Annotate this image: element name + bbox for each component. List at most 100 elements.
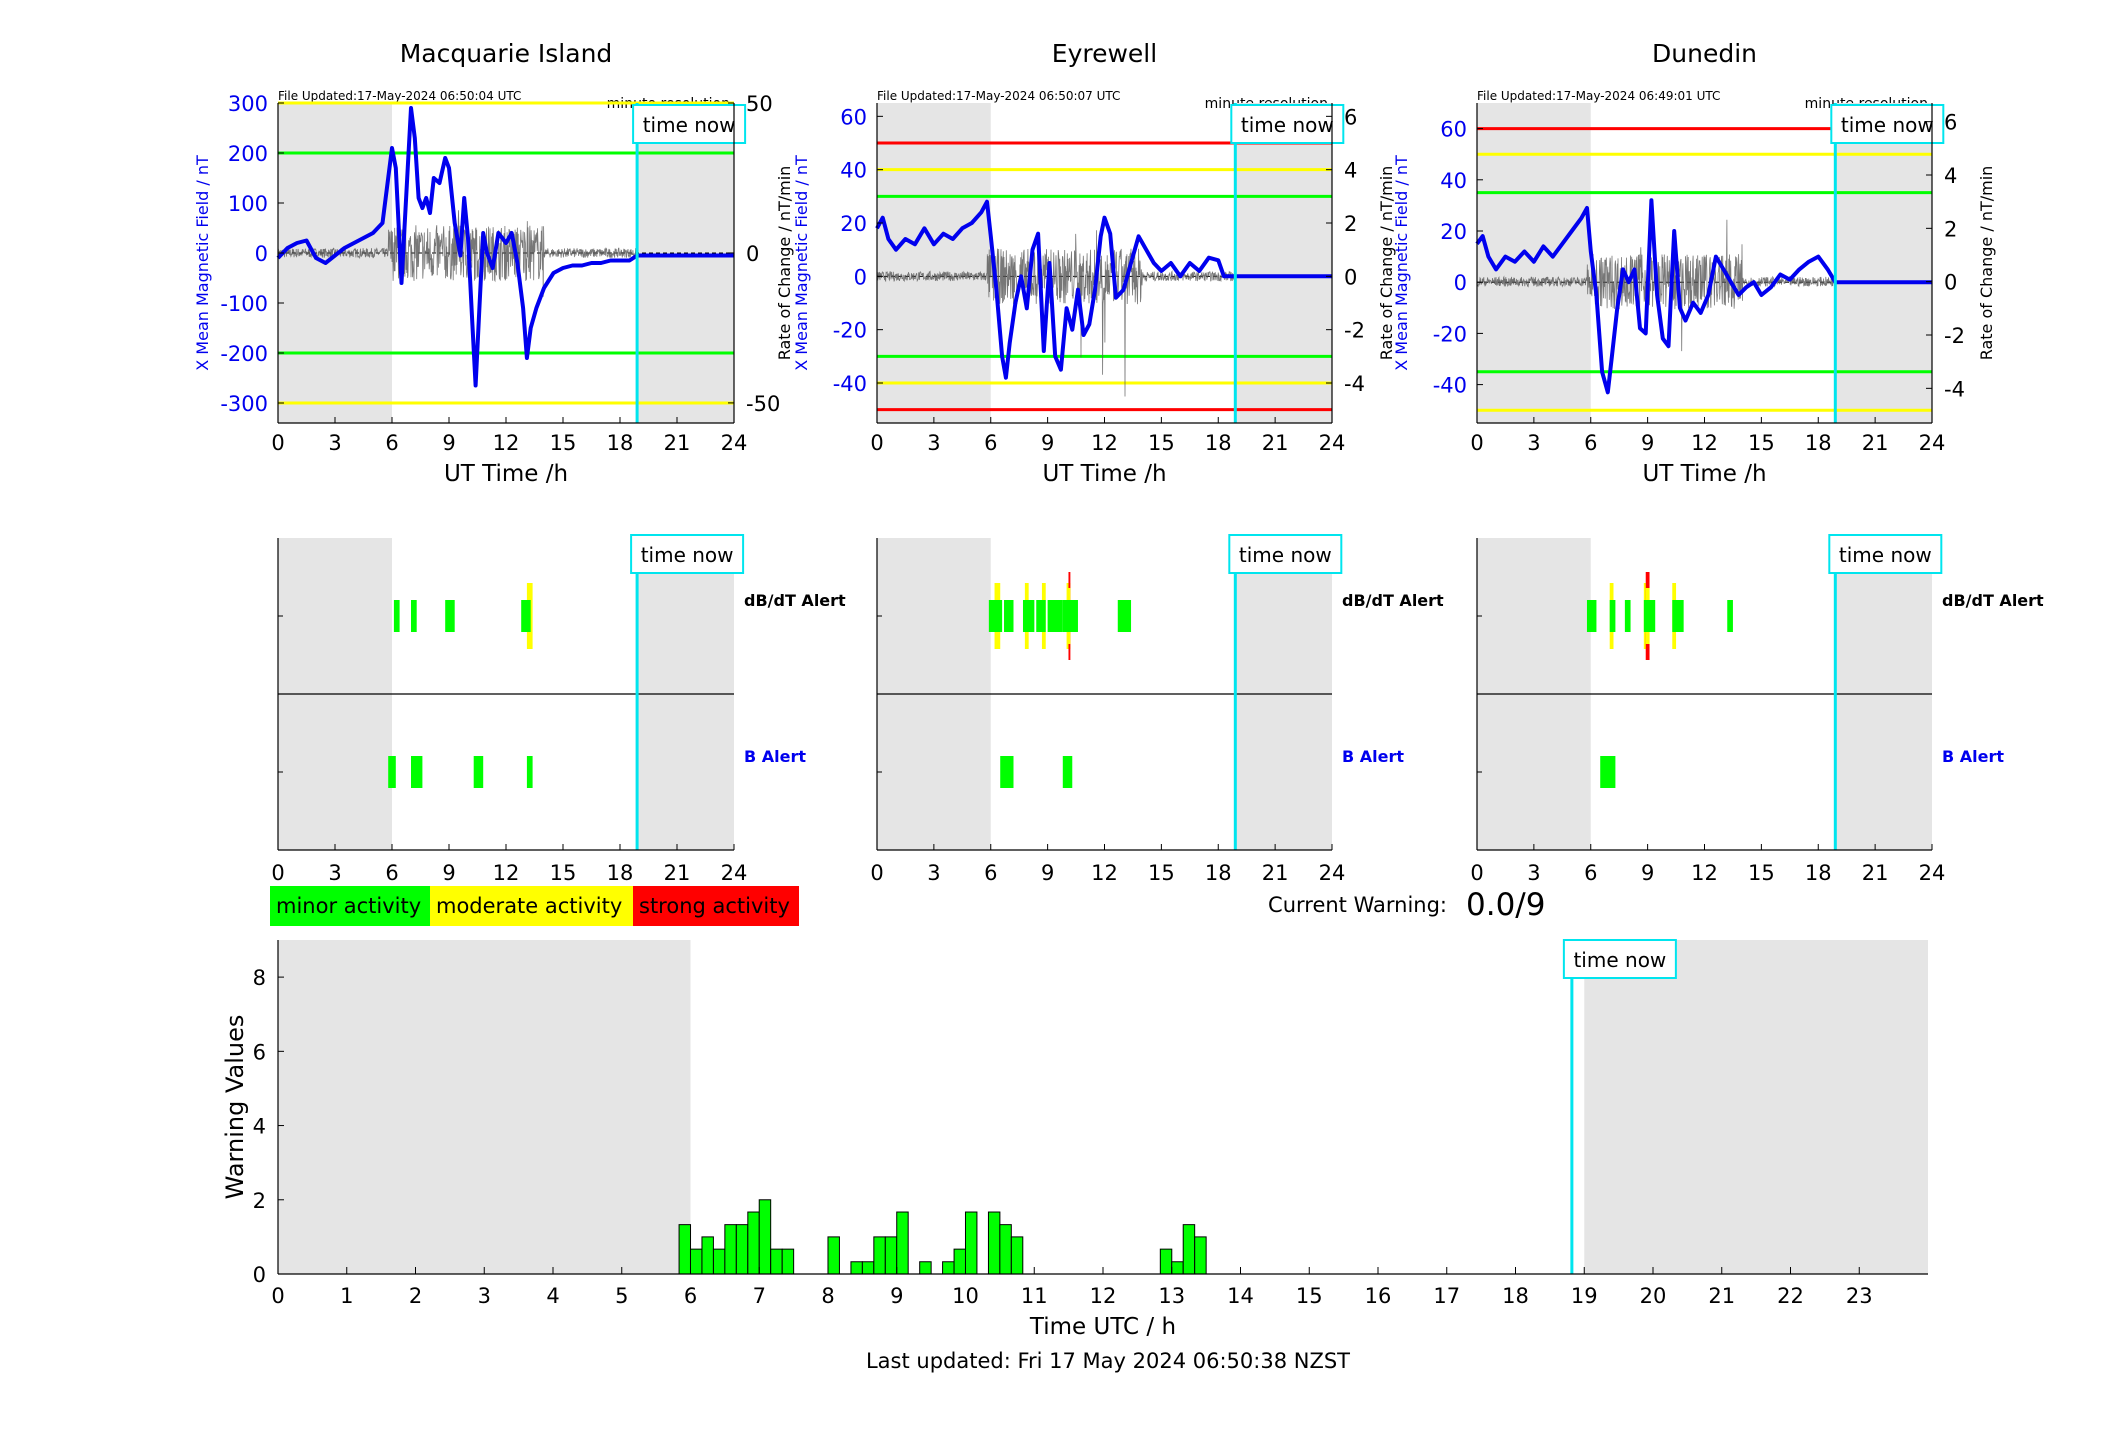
legend-swatch (270, 886, 430, 926)
left-tick-label: -300 (220, 392, 268, 416)
x-axis-label: UT Time /h (1042, 461, 1166, 487)
x-tick-label: 12 (1090, 1284, 1117, 1308)
warning-bar (919, 1261, 932, 1275)
dbdt-alert-bar-green (1727, 600, 1733, 632)
x-tick-label: 0 (271, 431, 284, 455)
left-tick-label: -200 (220, 342, 268, 366)
x-tick-label: 21 (664, 861, 691, 885)
x-tick-label: 7 (753, 1284, 766, 1308)
x-tick-label: 14 (1227, 1284, 1254, 1308)
dbdt-alert-bar-green (988, 600, 1003, 632)
left-tick-label: 40 (1440, 169, 1467, 193)
x-tick-label: 12 (1691, 861, 1718, 885)
now-label-box (1228, 534, 1343, 574)
warning-bar (758, 1199, 772, 1275)
right-tick-label: 4 (1944, 164, 1957, 188)
right-axis-label: Rate of Change / nT/min (1977, 166, 1996, 361)
x-tick-label: 22 (1777, 1284, 1804, 1308)
x-tick-label: 9 (1041, 431, 1054, 455)
left-tick-label: -20 (833, 319, 867, 343)
warning-bar (953, 1248, 967, 1275)
x-tick-label: 3 (1527, 861, 1540, 885)
left-axis-label: X Mean Magnetic Field / nT (792, 155, 811, 371)
x-tick-label: 18 (1205, 861, 1232, 885)
field-panel-1: Eyrewell File Updated:17-May-2024 06:50:0… (775, 39, 1396, 487)
dbdt-alert-bar-green (1004, 600, 1014, 632)
left-tick-label: 0 (255, 242, 268, 266)
field-panel-0: Macquarie Island File Updated:17-May-2024… (193, 39, 780, 487)
legend-label: moderate activity (436, 894, 622, 918)
x-tick-label: 24 (1319, 431, 1346, 455)
left-tick-label: 200 (228, 142, 268, 166)
x-tick-label: 18 (1205, 431, 1232, 455)
x-tick-label: 3 (1527, 431, 1540, 455)
dbdt-alert-label: dB/dT Alert (1342, 591, 1444, 610)
future-shade (1235, 103, 1332, 423)
x-tick-label: 23 (1846, 1284, 1873, 1308)
warning-bar (701, 1236, 714, 1275)
y-tick-label: 2 (253, 1189, 266, 1213)
alert-panels: time now dB/dT Alert B Alert 0 3 6 9 12 15 18 21 24… (271, 534, 2044, 885)
y-axis-label: Warning Values (221, 1015, 249, 1200)
warning-bar (1171, 1261, 1184, 1275)
warning-bar (1010, 1236, 1024, 1275)
x-tick-label: 21 (1708, 1284, 1735, 1308)
x-tick-label: 3 (328, 431, 341, 455)
current-warning-value: 0.0/9 (1466, 887, 1545, 923)
legend-swatch (430, 886, 633, 926)
x-tick-label: 9 (1041, 861, 1054, 885)
x-tick-label: 3 (328, 861, 341, 885)
left-tick-label: 40 (840, 159, 867, 183)
x-tick-label: 17 (1433, 1284, 1460, 1308)
last-updated-text: Last updated: Fri 17 May 2024 06:50:38 N… (866, 1349, 1350, 1373)
now-label-box (630, 534, 745, 574)
dbdt-alert-label: dB/dT Alert (744, 591, 846, 610)
alert-panel-0: time now dB/dT Alert B Alert 0 3 6 9 12 15 18 21 24 (271, 534, 846, 885)
right-tick-label: -4 (1344, 372, 1365, 396)
x-tick-label: 18 (607, 431, 634, 455)
current-warning-label: Current Warning: (1268, 893, 1447, 917)
x-tick-label: 8 (821, 1284, 834, 1308)
x-tick-label: 6 (1584, 861, 1597, 885)
field-series-line (276, 106, 734, 388)
x-tick-label: 3 (927, 431, 940, 455)
b-alert-label: B Alert (1942, 747, 2004, 766)
night-shade-left (278, 940, 691, 1274)
x-axis-label: UT Time /h (444, 461, 568, 487)
warning-bar (964, 1211, 978, 1275)
x-tick-label: 10 (952, 1284, 979, 1308)
now-label: time now (1839, 543, 1932, 567)
right-tick-label: 6 (1344, 105, 1357, 129)
x-tick-label: 9 (442, 861, 455, 885)
x-tick-label: 5 (615, 1284, 628, 1308)
warning-bar (1159, 1248, 1173, 1275)
x-tick-label: 21 (1262, 431, 1289, 455)
field-series-line (1475, 198, 1932, 395)
y-tick-label: 0 (253, 1263, 266, 1287)
warning-bar (735, 1224, 749, 1275)
warning-bar (1194, 1236, 1207, 1275)
warning-bar (987, 1211, 1001, 1275)
x-tick-label: 15 (1748, 431, 1775, 455)
x-tick-label: 13 (1158, 1284, 1185, 1308)
x-tick-label: 2 (409, 1284, 422, 1308)
x-tick-label: 21 (1262, 861, 1289, 885)
x-axis-label: Time UTC / h (1029, 1314, 1176, 1340)
warning-bar (781, 1248, 795, 1275)
alert-panel-2: time now dB/dT Alert B Alert 0 3 6 9 12 15 18 21 24 (1470, 534, 2044, 885)
x-tick-label: 15 (550, 431, 577, 455)
right-tick-label: -4 (1944, 377, 1965, 401)
x-tick-label: 9 (442, 431, 455, 455)
file-updated-text: File Updated:17-May-2024 06:49:01 UTC (1477, 89, 1720, 103)
warning-bar (850, 1261, 863, 1275)
left-tick-label: -20 (1433, 322, 1467, 346)
left-tick-label: 20 (1440, 220, 1467, 244)
left-tick-label: -100 (220, 292, 268, 316)
now-label-box (1230, 104, 1345, 144)
warning-bar (747, 1211, 760, 1275)
dbdt-alert-bar-green (1117, 600, 1132, 632)
right-tick-label: -50 (746, 392, 780, 416)
y-tick-label: 6 (253, 1040, 266, 1064)
